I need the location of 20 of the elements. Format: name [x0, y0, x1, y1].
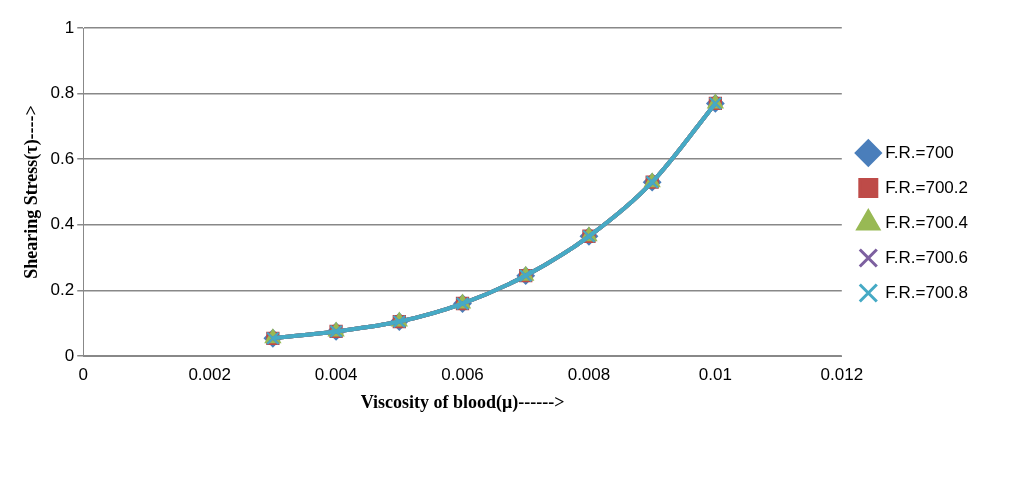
x-tick-label: 0.004 — [314, 364, 358, 384]
y-tick-label: 0.4 — [50, 214, 75, 234]
x-tick-label: 0.008 — [567, 364, 611, 384]
legend-label: F.R.=700.8 — [885, 282, 969, 302]
y-tick-label: 0.6 — [50, 148, 75, 168]
x-axis-title: Viscosity of blood(μ)------> — [360, 391, 565, 413]
x-tick-label: 0.01 — [698, 364, 732, 384]
y-tick-label: 0.2 — [50, 280, 75, 300]
legend-label: F.R.=700.6 — [885, 247, 969, 267]
x-tick-label: 0.012 — [820, 364, 864, 384]
legend-label: F.R.=700 — [885, 142, 954, 162]
legend-label: F.R.=700.2 — [885, 177, 969, 197]
x-tick-label: 0.002 — [188, 364, 231, 384]
x-tick-label: 0.006 — [441, 364, 484, 384]
y-axis-title: Shearing Stress(τ)----> — [21, 105, 43, 279]
y-tick-label: 1 — [64, 17, 75, 37]
legend-label: F.R.=700.4 — [885, 212, 969, 232]
x-tick-label: 0 — [78, 364, 88, 384]
y-tick-label: 0.8 — [50, 83, 75, 103]
y-tick-label: 0 — [64, 345, 75, 365]
